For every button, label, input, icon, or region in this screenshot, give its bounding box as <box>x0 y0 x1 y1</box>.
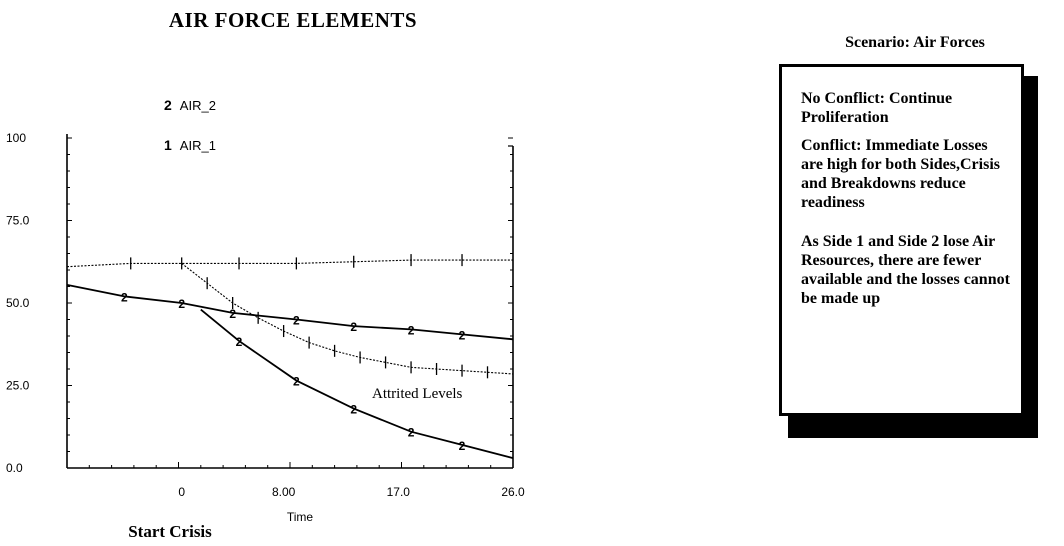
legend-item-air2: 2 AIR_2 <box>164 97 216 113</box>
series-marker-label: 2 <box>293 375 300 389</box>
scenario-paragraph: No Conflict: Continue Proliferation <box>801 90 953 126</box>
y-tick-label: 0.0 <box>6 461 23 475</box>
x-tick-label: 8.00 <box>272 485 296 499</box>
series-marker-label: 2 <box>229 307 236 321</box>
series-line-air1 <box>66 259 513 268</box>
scenario-paragraph: As Side 1 and Side 2 lose Air Resources,… <box>801 233 1010 307</box>
series-marker-label: 2 <box>459 439 466 453</box>
series-marker-label: 2 <box>408 323 415 337</box>
x-tick-label: 0 <box>178 485 185 499</box>
y-tick-label: 100 <box>6 131 26 145</box>
series-line-air1 <box>181 262 514 375</box>
series-marker-label: 2 <box>236 335 243 349</box>
series-marker-label: 2 <box>121 290 128 304</box>
legend-label: AIR_2 <box>179 98 216 113</box>
legend-marker: 1 <box>164 137 172 153</box>
series-marker-label: 2 <box>178 297 185 311</box>
legend-marker: 2 <box>164 97 172 113</box>
series-marker-label: 2 <box>293 314 300 328</box>
series-line-air2 <box>200 308 514 459</box>
x-tick-label: 17.0 <box>387 485 411 499</box>
scenario-paragraph: Conflict: Immediate Losses are high for … <box>801 137 1000 211</box>
attrited-levels-annotation: Attrited Levels <box>372 386 463 402</box>
y-tick-label: 75.0 <box>6 214 30 228</box>
series-line-air2 <box>66 283 514 341</box>
scenario-title: Scenario: Air Forces <box>845 34 985 51</box>
start-crisis-label: Start Crisis <box>128 522 212 541</box>
series-marker-label: 2 <box>459 328 466 342</box>
legend-label: AIR_1 <box>179 138 216 153</box>
series-marker-label: 2 <box>408 426 415 440</box>
scenario-box: No Conflict: Continue Proliferation Conf… <box>779 64 1024 416</box>
chart-title: AIR FORCE ELEMENTS <box>168 8 418 32</box>
series-marker-label: 2 <box>350 320 357 334</box>
series-marker-label: 2 <box>350 403 357 417</box>
legend-item-air1: 1 AIR_1 <box>164 137 216 153</box>
x-axis-label: Time <box>286 510 314 524</box>
y-tick-label: 25.0 <box>6 379 30 393</box>
y-tick-label: 50.0 <box>6 296 30 310</box>
x-tick-label: 26.0 <box>501 485 525 499</box>
